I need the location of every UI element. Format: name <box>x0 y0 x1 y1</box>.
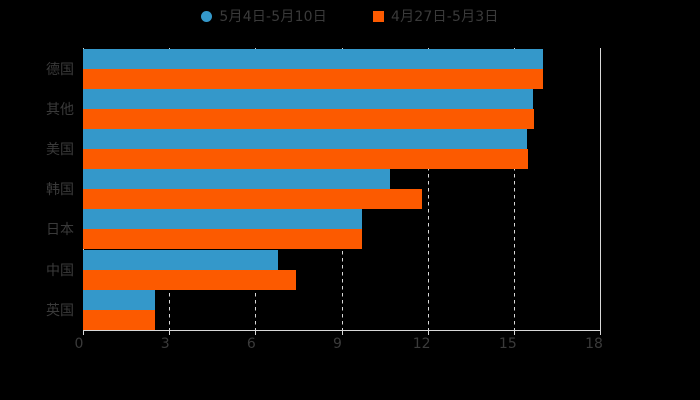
x-tick-label: 18 <box>585 336 603 352</box>
chart-legend: 5月4日-5月10日 4月27日-5月3日 <box>0 6 700 26</box>
gridline-x-15 <box>513 48 515 330</box>
x-tick-label: 0 <box>74 336 84 352</box>
bar-series-b[interactable] <box>83 189 422 210</box>
bar-group-row <box>83 48 600 89</box>
legend-item-series-a[interactable]: 5月4日-5月10日 <box>201 6 327 26</box>
bar-group-row <box>83 128 600 169</box>
bar-series-b[interactable] <box>83 229 362 250</box>
bar-rows <box>83 48 600 330</box>
bar-group-row <box>83 169 600 210</box>
legend-label-series-a: 5月4日-5月10日 <box>219 9 327 25</box>
bar-series-b[interactable] <box>83 269 296 290</box>
bar-group-row <box>83 88 600 129</box>
x-axis-tick <box>169 330 171 335</box>
x-axis-tick <box>600 330 601 335</box>
legend-square-marker-icon <box>373 10 384 22</box>
y-tick-label: 其他 <box>46 101 74 118</box>
x-tick-label: 3 <box>160 336 170 352</box>
bar-series-b[interactable] <box>83 309 155 330</box>
bar-series-b[interactable] <box>83 148 529 169</box>
legend-item-series-b[interactable]: 4月27日-5月3日 <box>373 6 499 26</box>
bar-series-b[interactable] <box>83 108 534 129</box>
x-tick-label: 6 <box>246 336 256 352</box>
bar-series-a[interactable] <box>83 88 533 109</box>
y-tick-label: 英国 <box>46 302 74 319</box>
x-axis-tick <box>513 330 515 335</box>
y-tick-label: 日本 <box>46 222 74 239</box>
y-tick-label: 德国 <box>46 61 74 78</box>
y-tick-label: 中国 <box>46 262 74 279</box>
x-axis-tick <box>83 330 84 335</box>
bar-series-a[interactable] <box>83 209 362 230</box>
x-axis-tick <box>341 330 343 335</box>
bar-series-a[interactable] <box>83 48 543 69</box>
bar-series-a[interactable] <box>83 289 155 310</box>
gridline-x-18 <box>600 48 601 330</box>
bar-group-row <box>83 209 600 250</box>
x-axis-tick <box>427 330 429 335</box>
y-tick-label: 韩国 <box>46 182 74 199</box>
x-tick-label: 15 <box>498 336 517 352</box>
plot-area <box>83 48 601 330</box>
y-tick-label: 美国 <box>46 142 74 158</box>
bar-group-row <box>83 249 600 290</box>
bar-series-a[interactable] <box>83 249 279 270</box>
bar-group-row <box>83 289 600 330</box>
gridline-x-12 <box>427 48 429 330</box>
x-tick-label: 9 <box>333 336 342 352</box>
y-axis-labels: 德国 其他 美国 韩国 日本 中国 英国 <box>0 0 74 400</box>
bar-series-b[interactable] <box>83 68 543 89</box>
bar-series-a[interactable] <box>83 128 527 149</box>
bar-series-a[interactable] <box>83 169 391 190</box>
legend-circle-marker-icon <box>201 10 213 22</box>
x-axis-tick <box>255 330 257 335</box>
legend-label-series-b: 4月27日-5月3日 <box>391 9 499 25</box>
x-tick-label: 12 <box>412 336 431 352</box>
